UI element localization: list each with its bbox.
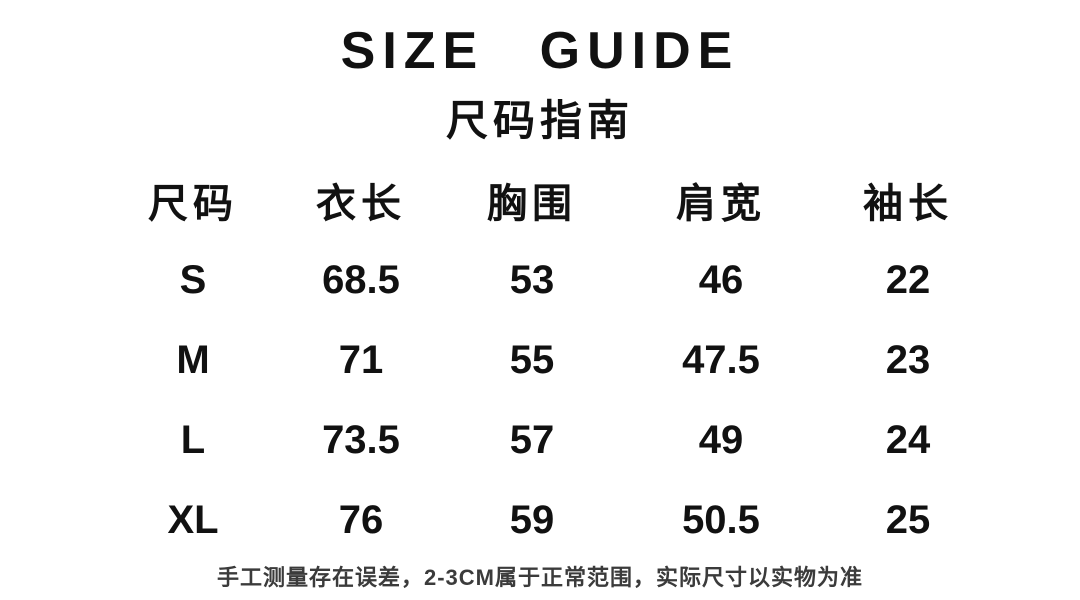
measurement-value: 23 (885, 337, 931, 382)
size-label: S (179, 257, 207, 302)
measurement-value: 53 (509, 257, 555, 302)
measurement-value: 24 (885, 417, 931, 462)
measurement-value: 49 (698, 417, 744, 462)
measurement-value: 68.5 (322, 257, 400, 302)
measurement-value: 59 (509, 497, 555, 542)
page-subtitle: 尺码指南 (445, 97, 634, 144)
column-header-size: 尺码 (148, 182, 238, 226)
page-title: SIZE GUIDE (340, 22, 740, 80)
measurement-value: 46 (698, 257, 744, 302)
measurement-note: 手工测量存在误差，2-3CM属于正常范围，实际尺寸以实物为准 (216, 565, 863, 590)
size-label: L (180, 417, 206, 462)
column-header-length: 衣长 (316, 182, 406, 226)
measurement-value: 47.5 (682, 337, 760, 382)
measurement-value: 71 (338, 337, 384, 382)
measurement-value: 57 (509, 417, 555, 462)
size-label: M (176, 337, 210, 382)
measurement-value: 22 (885, 257, 931, 302)
measurement-value: 50.5 (682, 497, 760, 542)
measurement-value: 73.5 (322, 417, 400, 462)
column-header-sleeve: 袖长 (863, 182, 953, 226)
size-table: 尺码 衣长 胸围 肩宽 袖长 S 68.5 53 46 22 M 71 55 4… (106, 160, 996, 560)
measurement-value: 25 (885, 497, 931, 542)
column-header-chest: 胸围 (487, 182, 577, 226)
size-label: XL (167, 497, 219, 542)
measurement-value: 55 (509, 337, 555, 382)
column-header-shoulder: 肩宽 (676, 182, 766, 226)
measurement-value: 76 (338, 497, 384, 542)
